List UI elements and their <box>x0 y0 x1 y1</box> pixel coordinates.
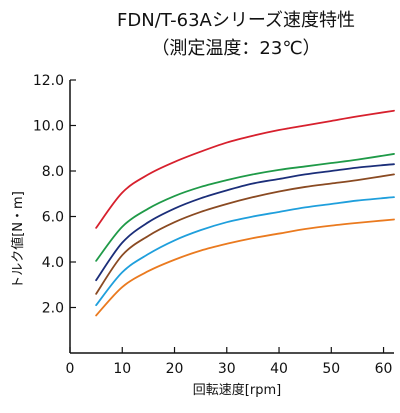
x-tick-label: 10 <box>113 361 131 377</box>
x-tick-label: 50 <box>322 361 340 377</box>
x-tick-label: 40 <box>270 361 288 377</box>
chart-title: FDN/T-63Aシリーズ速度特性 <box>117 10 355 31</box>
y-tick-label: 8.0 <box>42 164 64 180</box>
y-tick-label: 6.0 <box>42 210 64 226</box>
y-tick-label: 12.0 <box>33 73 64 89</box>
y-tick-label: 2.0 <box>42 301 64 317</box>
series-line-1 <box>95 109 395 229</box>
y-axis-label: トルク値[N・m] <box>10 191 26 289</box>
axes: 2.0 4.0 6.0 8.0 10.0 12.0 0 10 20 30 40 50 60 <box>33 73 394 377</box>
series-line-6 <box>95 218 395 317</box>
x-tick-label: 0 <box>66 361 75 377</box>
series-layer <box>95 109 395 317</box>
series-line-2 <box>95 153 395 262</box>
x-axis-label: 回転速度[rpm] <box>193 382 281 398</box>
y-ticks: 2.0 4.0 6.0 8.0 10.0 12.0 <box>33 73 76 317</box>
series-line-4 <box>95 173 395 295</box>
y-tick-label: 4.0 <box>42 255 64 271</box>
series-line-5 <box>95 196 395 307</box>
x-tick-label: 20 <box>166 361 184 377</box>
series-line-3 <box>95 163 395 282</box>
chart-subtitle: （測定温度：23℃） <box>151 38 320 59</box>
x-tick-label: 60 <box>375 361 393 377</box>
y-tick-label: 10.0 <box>33 119 64 135</box>
x-ticks: 0 10 20 30 40 50 60 <box>66 347 393 377</box>
x-tick-label: 30 <box>218 361 236 377</box>
